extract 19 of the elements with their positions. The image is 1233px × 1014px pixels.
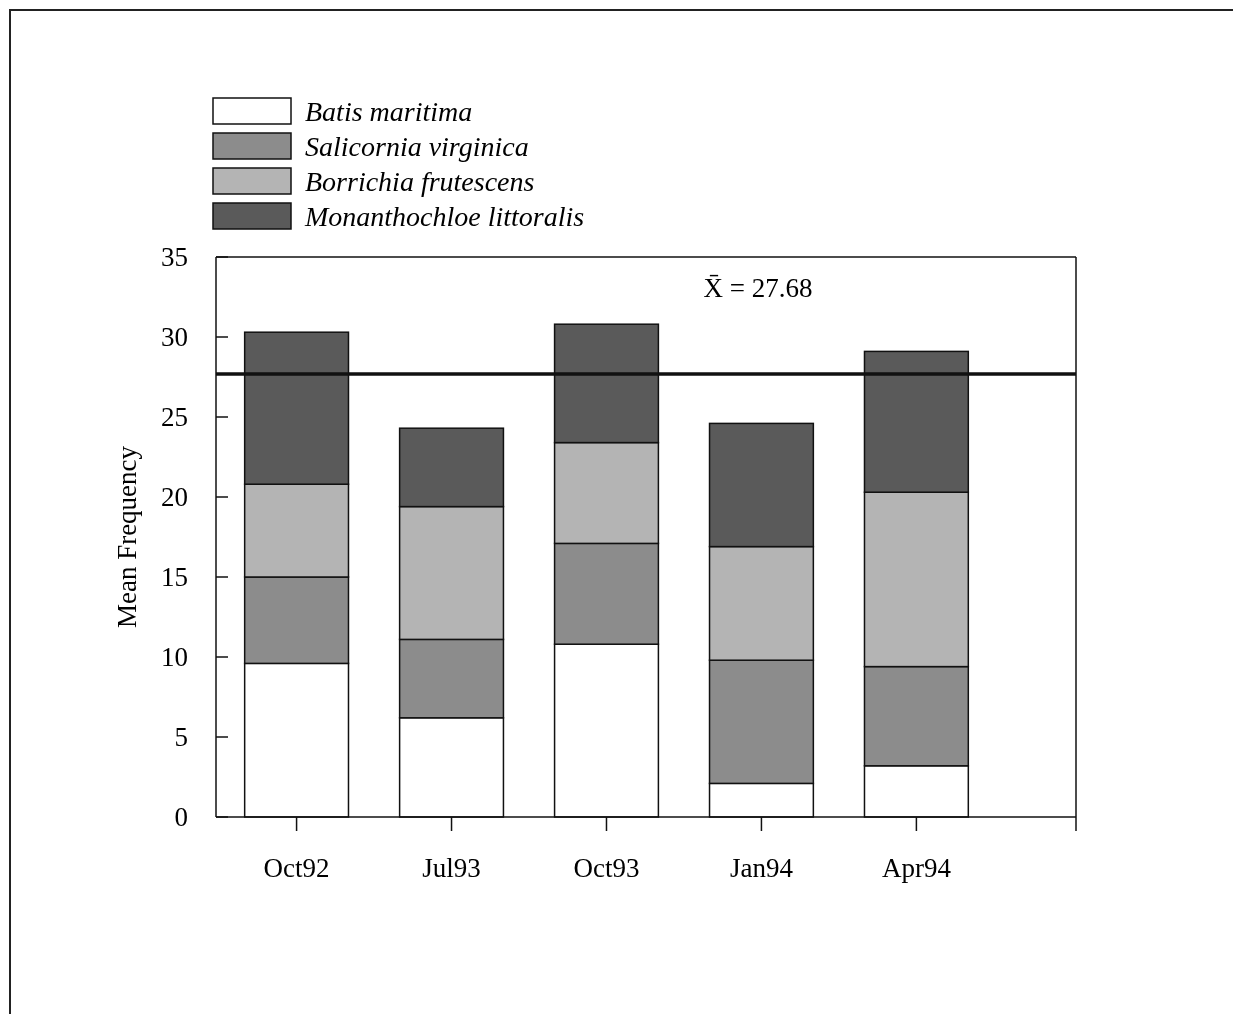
legend-label: Monanthochloe littoralis bbox=[304, 200, 585, 232]
y-tick-label: 20 bbox=[161, 482, 188, 513]
legend-label: Salicornia virginica bbox=[305, 130, 529, 162]
legend-label: Batis maritima bbox=[305, 95, 473, 127]
legend-label: Borrichia frutescens bbox=[305, 165, 535, 197]
x-tick-label: Jul93 bbox=[422, 853, 481, 883]
y-tick-label: 15 bbox=[161, 562, 188, 593]
ref-line-label: X̄ = 27.68 bbox=[703, 273, 813, 303]
x-tick-label: Jan94 bbox=[729, 853, 794, 883]
x-tick-label: Oct92 bbox=[263, 853, 330, 883]
y-tick-label: 5 bbox=[174, 722, 188, 753]
y-axis-title: Mean Frequency bbox=[112, 445, 142, 629]
y-tick-label: 25 bbox=[161, 402, 188, 433]
x-tick-label: Oct93 bbox=[573, 853, 640, 883]
y-tick-label: 35 bbox=[161, 242, 188, 273]
x-tick-label: Apr94 bbox=[881, 853, 952, 883]
y-tick-label: 0 bbox=[174, 802, 188, 833]
y-tick-label: 30 bbox=[161, 322, 188, 353]
y-tick-label: 10 bbox=[161, 642, 188, 673]
